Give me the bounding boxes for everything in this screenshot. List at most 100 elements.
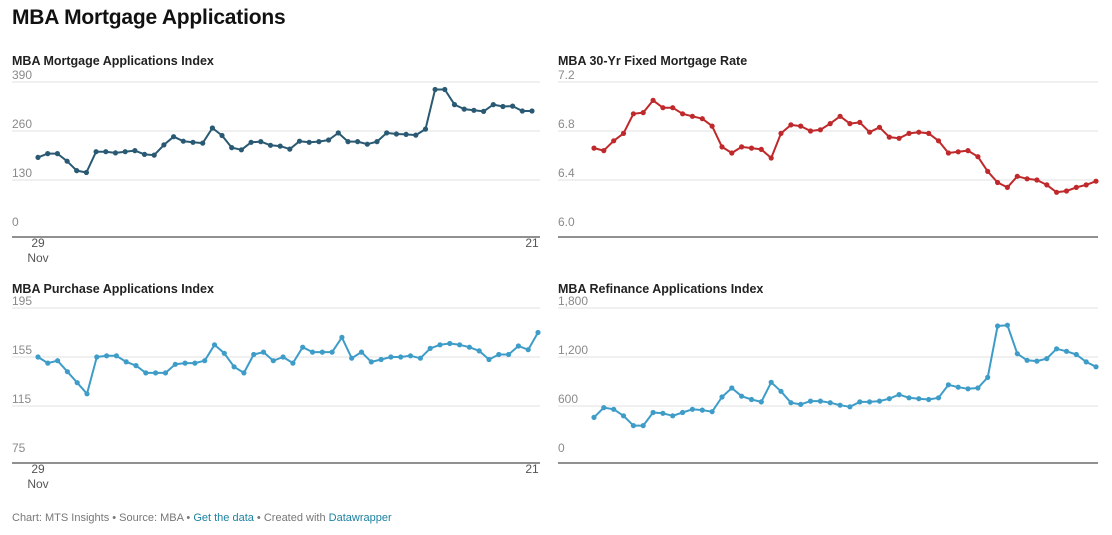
data-point[interactable] [1014, 173, 1020, 179]
data-point[interactable] [398, 354, 404, 360]
data-point[interactable] [886, 134, 892, 140]
data-point[interactable] [345, 139, 351, 145]
data-point[interactable] [535, 329, 541, 336]
data-point[interactable] [896, 135, 902, 141]
data-point[interactable] [995, 179, 1001, 186]
data-point[interactable] [709, 123, 715, 129]
data-point[interactable] [180, 138, 186, 144]
data-point[interactable] [296, 138, 303, 144]
data-point[interactable] [689, 113, 695, 119]
data-point[interactable] [1093, 364, 1099, 370]
data-point[interactable] [699, 116, 705, 122]
data-point[interactable] [1044, 356, 1050, 362]
data-point[interactable] [689, 406, 695, 412]
data-point[interactable] [329, 349, 335, 355]
data-point[interactable] [231, 364, 237, 370]
data-point[interactable] [758, 146, 764, 152]
data-point[interactable] [995, 323, 1001, 329]
data-point[interactable] [1044, 182, 1050, 188]
data-point[interactable] [171, 134, 177, 140]
data-point[interactable] [529, 108, 535, 114]
data-point[interactable] [729, 385, 735, 391]
data-point[interactable] [202, 358, 208, 364]
data-point[interactable] [358, 349, 365, 355]
data-point[interactable] [788, 122, 794, 128]
data-point[interactable] [211, 342, 218, 348]
data-point[interactable] [601, 148, 607, 154]
data-point[interactable] [74, 168, 80, 174]
data-point[interactable] [650, 409, 656, 416]
data-point[interactable] [680, 409, 686, 416]
data-point[interactable] [680, 111, 686, 117]
data-point[interactable] [413, 132, 419, 138]
data-point[interactable] [241, 370, 247, 376]
data-point[interactable] [393, 131, 399, 137]
data-point[interactable] [309, 349, 316, 355]
data-point[interactable] [525, 347, 531, 353]
data-point[interactable] [906, 130, 912, 136]
data-point[interactable] [1014, 351, 1020, 357]
data-point[interactable] [93, 149, 99, 155]
data-point[interactable] [94, 354, 100, 360]
data-point[interactable] [975, 154, 981, 160]
data-point[interactable] [1093, 178, 1099, 184]
data-point[interactable] [471, 107, 477, 113]
data-point[interactable] [407, 353, 414, 359]
data-point[interactable] [316, 139, 322, 145]
data-point[interactable] [122, 149, 128, 155]
data-point[interactable] [926, 130, 932, 136]
data-point[interactable] [1024, 357, 1030, 363]
data-point[interactable] [335, 130, 341, 136]
data-point[interactable] [1083, 359, 1089, 365]
data-point[interactable] [876, 124, 883, 130]
data-point[interactable] [985, 374, 991, 380]
data-point[interactable] [630, 111, 636, 117]
data-point[interactable] [64, 158, 70, 164]
data-point[interactable] [349, 355, 355, 361]
data-point[interactable] [219, 132, 225, 139]
data-point[interactable] [200, 140, 206, 146]
data-point[interactable] [112, 150, 119, 156]
data-point[interactable] [209, 125, 215, 131]
data-point[interactable] [496, 351, 502, 358]
data-point[interactable] [374, 139, 380, 145]
data-point[interactable] [935, 138, 942, 144]
data-point[interactable] [906, 395, 912, 401]
data-point[interactable] [857, 399, 863, 405]
data-point[interactable] [709, 409, 715, 415]
data-point[interactable] [267, 142, 274, 148]
data-point[interactable] [847, 404, 853, 410]
data-point[interactable] [103, 149, 109, 155]
data-point[interactable] [857, 119, 863, 125]
data-point[interactable] [190, 139, 196, 145]
data-point[interactable] [729, 150, 735, 156]
data-point[interactable] [1083, 182, 1089, 188]
data-point[interactable] [945, 382, 951, 388]
data-point[interactable] [935, 395, 942, 401]
data-point[interactable] [442, 86, 448, 93]
data-point[interactable] [867, 399, 873, 405]
data-point[interactable] [827, 400, 833, 406]
data-point[interactable] [601, 405, 607, 411]
data-point[interactable] [378, 356, 384, 363]
data-point[interactable] [670, 413, 676, 419]
data-point[interactable] [355, 139, 361, 145]
data-point[interactable] [778, 388, 784, 394]
data-point[interactable] [84, 391, 90, 397]
data-point[interactable] [867, 129, 873, 135]
data-point[interactable] [490, 102, 496, 108]
data-point[interactable] [630, 423, 636, 429]
data-point[interactable] [817, 398, 823, 404]
data-point[interactable] [290, 360, 296, 366]
data-point[interactable] [837, 113, 843, 119]
data-point[interactable] [1034, 177, 1040, 183]
data-point[interactable] [955, 384, 961, 390]
data-point[interactable] [364, 141, 370, 147]
data-point[interactable] [437, 342, 443, 348]
data-point[interactable] [258, 139, 264, 145]
data-point[interactable] [300, 344, 306, 350]
data-point[interactable] [768, 155, 774, 161]
data-point[interactable] [748, 396, 755, 403]
data-point[interactable] [519, 108, 525, 114]
data-point[interactable] [965, 148, 971, 154]
